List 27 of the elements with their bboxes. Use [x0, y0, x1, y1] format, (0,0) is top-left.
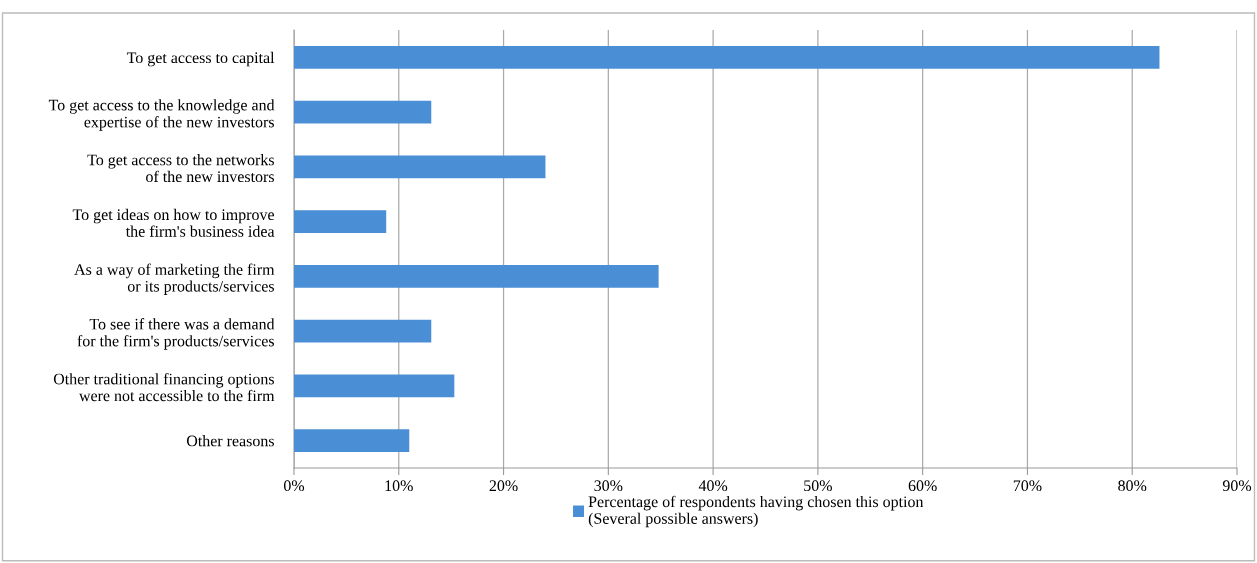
x-tick-label: 90%	[1222, 480, 1252, 492]
x-tick-label: 10%	[385, 480, 413, 492]
x-tick-label: 60%	[908, 480, 937, 492]
x-tick-label: 70%	[1013, 480, 1042, 492]
x-tick-label: 30%	[594, 480, 623, 492]
y-tick-label: To get access to the knowledge and expertise of the new investors	[48, 99, 275, 131]
bar	[294, 319, 432, 343]
legend-label: Percentage of respondents having chosen this option (Several possible answers)	[588, 495, 924, 528]
bar	[294, 100, 432, 124]
x-tick-label: 80%	[1118, 480, 1147, 492]
y-tick-label: To see if there was a demand for the firm's products/services	[77, 318, 275, 350]
y-tick-label: To get ideas on how to improve the firm's business idea	[72, 208, 275, 237]
bar	[294, 155, 546, 179]
y-tick-label: Other traditional financing options were not accessible to the firm	[53, 372, 275, 402]
y-tick-label: Other reasons	[186, 435, 274, 447]
y-tick-label: As a way of marketing the firm or its products/services	[74, 263, 275, 295]
x-tick-label: 0%	[283, 480, 305, 492]
x-tick-label: 20%	[489, 480, 518, 492]
x-tick-label: 40%	[698, 480, 728, 492]
y-tick-label: To get access to the networks of the new investors	[87, 154, 274, 183]
x-tick-label: 50%	[804, 480, 832, 492]
bar	[294, 45, 1160, 69]
bar	[294, 429, 410, 453]
bar	[294, 374, 455, 398]
y-tick-label: To get access to capital	[126, 51, 275, 67]
bar	[294, 264, 659, 288]
bar	[294, 210, 387, 234]
